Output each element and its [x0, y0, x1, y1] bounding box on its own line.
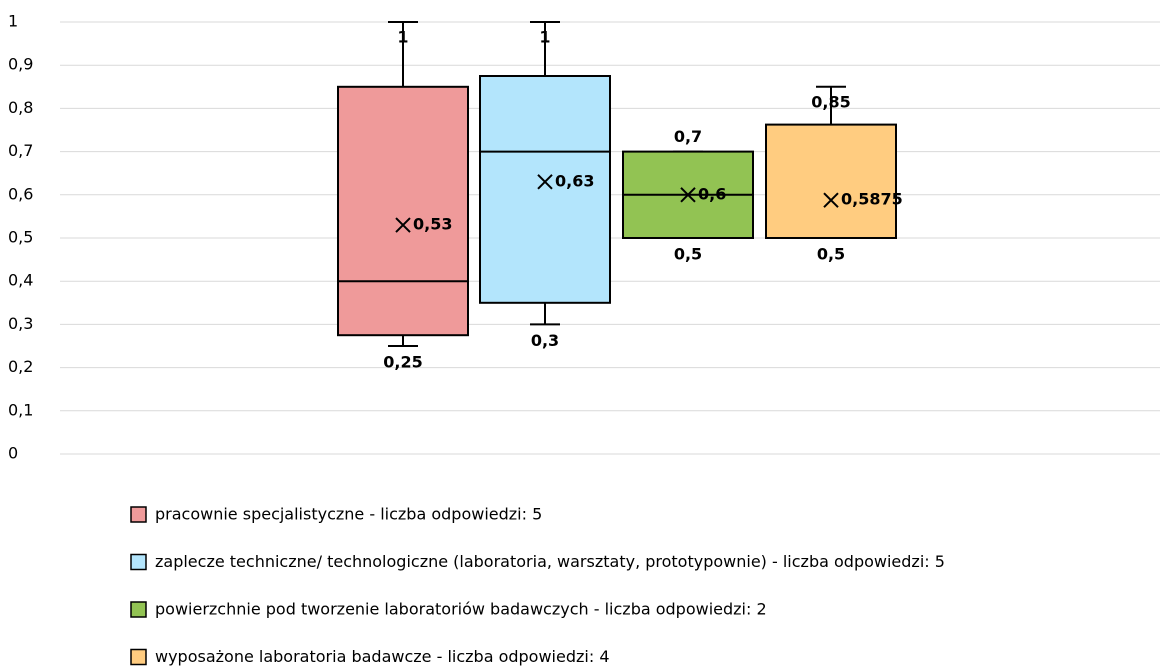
- data-label: 1: [539, 28, 550, 47]
- mean-marker: [823, 192, 839, 208]
- data-label: 0,5875: [841, 190, 903, 209]
- mean-marker: [395, 217, 411, 233]
- legend-swatch: [130, 553, 147, 571]
- mean-marker: [537, 174, 553, 190]
- y-tick-label: 0,2: [8, 357, 33, 376]
- y-tick-label: 0,6: [8, 184, 33, 203]
- data-label: 0,3: [531, 331, 559, 350]
- y-tick-label: 0,9: [8, 55, 33, 74]
- y-tick-label: 0,7: [8, 141, 33, 160]
- y-tick-label: 0: [8, 444, 18, 463]
- legend-swatch: [130, 648, 147, 666]
- y-tick-label: 1: [8, 12, 18, 31]
- y-tick-label: 0,3: [8, 314, 33, 333]
- data-label: 0,53: [413, 215, 452, 234]
- data-label: 0,25: [383, 353, 422, 372]
- y-tick-label: 0,8: [8, 98, 33, 117]
- data-label: 0,63: [555, 171, 594, 190]
- legend-label: powierzchnie pod tworzenie laboratoriów …: [155, 600, 767, 619]
- data-label: 0,5: [674, 245, 702, 264]
- legend-label: wyposażone laboratoria badawcze - liczba…: [155, 647, 610, 666]
- box: [479, 75, 611, 304]
- mean-marker: [680, 187, 696, 203]
- legend-label: pracownie specjalistyczne - liczba odpow…: [155, 505, 542, 524]
- data-label: 0,85: [811, 92, 850, 111]
- data-label: 0,5: [817, 245, 845, 264]
- legend-label: zaplecze techniczne/ technologiczne (lab…: [155, 552, 945, 571]
- y-tick-label: 0,5: [8, 228, 33, 247]
- box: [765, 123, 897, 239]
- legend-swatch: [130, 506, 147, 523]
- data-label: 1: [397, 28, 408, 47]
- box: [337, 85, 469, 337]
- y-tick-label: 0,4: [8, 271, 33, 290]
- data-label: 0,6: [698, 184, 726, 203]
- y-tick-label: 0,1: [8, 400, 33, 419]
- data-label: 0,7: [674, 127, 702, 146]
- legend-swatch: [130, 601, 147, 618]
